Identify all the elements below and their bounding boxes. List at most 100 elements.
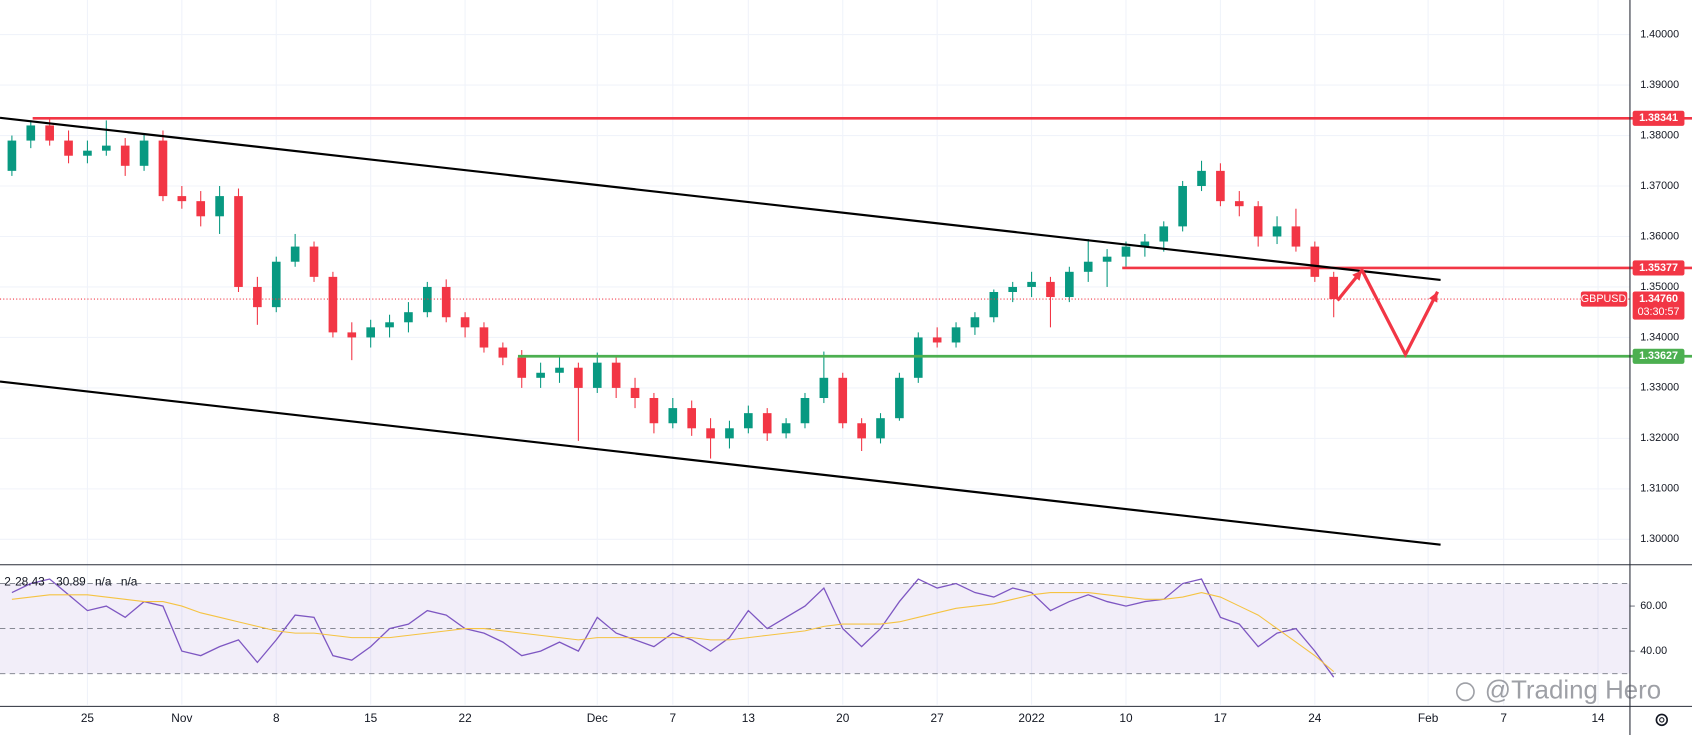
candle-body — [819, 377, 829, 399]
candle-body — [1310, 246, 1320, 277]
y-tick-label: 1.37000 — [1640, 180, 1679, 192]
candle-body — [574, 367, 583, 388]
candle-body — [26, 125, 36, 141]
x-tick-label: Dec — [587, 711, 608, 725]
candle-body — [630, 387, 640, 399]
candle-body — [1329, 276, 1339, 300]
candle-body — [1027, 281, 1036, 287]
y-tick-label: 1.34000 — [1640, 331, 1679, 343]
x-tick-label: 7 — [669, 711, 676, 725]
candle-body — [271, 261, 281, 308]
rsi-header-ma: 30.89 — [56, 575, 86, 589]
x-tick-label: Nov — [171, 711, 192, 725]
y-tick-label: 1.36000 — [1640, 230, 1679, 242]
gear-hub[interactable] — [1659, 717, 1665, 723]
rsi-tick-label: 40.00 — [1640, 645, 1667, 657]
candle-body — [404, 312, 413, 323]
candle-body — [328, 276, 338, 333]
x-tick-label: 10 — [1119, 711, 1133, 725]
candle-body — [253, 286, 262, 308]
candle-body — [876, 418, 885, 439]
candle-body — [932, 337, 942, 343]
last-price-tag — [1632, 291, 1685, 320]
candle-body — [1046, 281, 1055, 298]
level-tag-label: 1.35377 — [1639, 262, 1678, 274]
y-tick-label: 1.38000 — [1640, 129, 1679, 141]
candle-body — [196, 201, 206, 217]
level-tag — [1632, 110, 1685, 126]
candle-body — [989, 292, 999, 318]
candle-body — [120, 145, 130, 166]
x-tick-label: 14 — [1591, 711, 1605, 725]
candle-body — [951, 327, 961, 343]
candle-body — [83, 150, 92, 156]
candle-body — [857, 423, 866, 439]
candle-body — [479, 327, 489, 348]
candle-body — [895, 377, 904, 419]
settings-icon[interactable] — [1655, 713, 1668, 727]
x-tick-label: 2022 — [1018, 711, 1044, 725]
watermark: @Trading Hero — [1485, 677, 1661, 705]
candle-body — [725, 428, 734, 439]
level-tag — [1632, 260, 1685, 276]
candle-body — [7, 140, 17, 171]
candle-body — [913, 337, 923, 378]
candle-body — [1253, 206, 1263, 237]
candle-body — [290, 246, 300, 262]
trendline — [0, 380, 1441, 546]
rsi-line — [11, 578, 1335, 678]
x-tick-label: Feb — [1418, 711, 1439, 725]
price-tags: 1.38341 1.35377 1.33627 GBPUSD 1.3476003:30:… — [1580, 110, 1685, 364]
x-tick-label: 13 — [742, 711, 756, 725]
candle-body — [177, 196, 187, 202]
y-tick-label: 1.33000 — [1640, 382, 1679, 394]
candle-body — [158, 140, 168, 197]
arrow-head — [1352, 270, 1363, 281]
candle-body — [234, 196, 243, 287]
candle-body — [366, 327, 375, 338]
candle-body — [592, 362, 602, 388]
rsi-header-prefix: 2 — [4, 575, 11, 589]
projection-path — [1336, 267, 1440, 359]
candle-body — [1008, 286, 1018, 293]
x-tick-label: 27 — [931, 711, 944, 725]
candle-body — [1197, 170, 1206, 187]
rsi-tick-label: 60.00 — [1640, 600, 1667, 612]
level-tag-label: 1.38341 — [1639, 112, 1678, 124]
x-tick-label: 17 — [1214, 711, 1227, 725]
y-tick-label: 1.35000 — [1640, 281, 1679, 293]
arrow-head — [1428, 291, 1438, 303]
gear[interactable] — [1655, 713, 1668, 727]
candle-body — [1291, 226, 1301, 247]
watermark-group: @Trading Hero — [1455, 677, 1661, 705]
x-tick-label: 7 — [1500, 711, 1507, 725]
candle-body — [838, 377, 848, 424]
candle-body — [1234, 201, 1244, 207]
candle-body — [1272, 226, 1282, 237]
x-tick-label: 22 — [458, 711, 471, 725]
candle-body — [101, 145, 111, 151]
x-tick-label: 8 — [273, 711, 280, 725]
candle-body — [706, 428, 715, 439]
candle-body — [1140, 241, 1150, 247]
candle-body — [668, 408, 678, 424]
candle-body — [309, 246, 319, 277]
x-tick-label: 25 — [81, 711, 95, 725]
rsi-line — [11, 592, 1335, 673]
x-tick-label: 20 — [836, 711, 850, 725]
watermark-logo — [1455, 682, 1475, 702]
candle-body — [1216, 170, 1225, 202]
rsi-header-extra: n/a — [121, 575, 138, 589]
drawings — [0, 116, 1692, 678]
candle-body — [517, 357, 527, 378]
candle-body — [970, 317, 980, 328]
y-tick-label: 1.39000 — [1640, 79, 1679, 91]
level-tag — [1632, 348, 1685, 364]
candle-body — [347, 332, 357, 338]
symbol-tag — [1580, 291, 1628, 307]
candle-body — [215, 196, 224, 217]
symbol-label: GBPUSD — [1581, 293, 1627, 305]
candle-body — [1083, 261, 1093, 272]
rsi-header-extra: n/a — [95, 575, 112, 589]
